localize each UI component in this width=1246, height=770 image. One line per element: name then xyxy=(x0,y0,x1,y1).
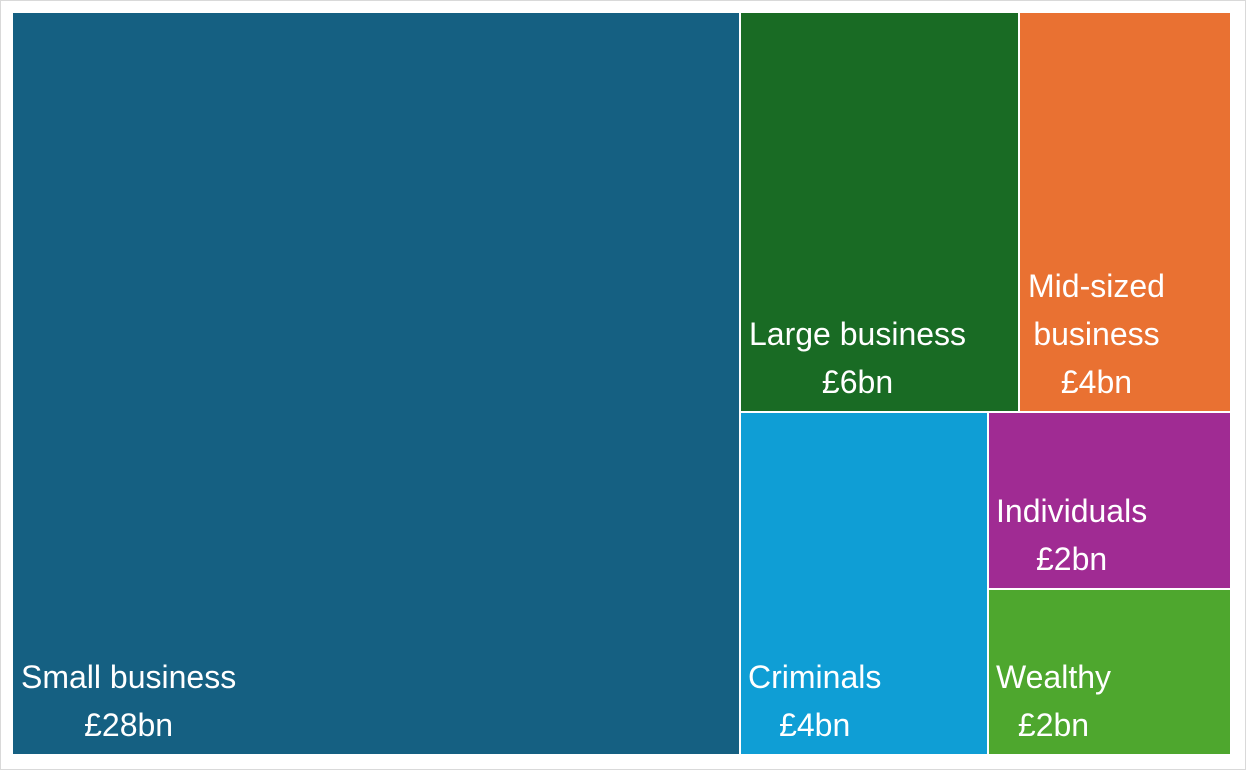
tile-individuals: Individuals £2bn xyxy=(989,413,1230,588)
tile-criminals: Criminals £4bn xyxy=(741,413,987,754)
tile-name-line-1: Mid-sized xyxy=(1028,268,1165,304)
tile-value: £6bn xyxy=(821,364,894,400)
tile-name: Large business xyxy=(749,316,967,352)
tile-small-business: Small business £28bn xyxy=(13,13,739,754)
tile-name: Wealthy xyxy=(996,659,1112,695)
tile-name: Individuals xyxy=(996,493,1148,529)
tile-value: £4bn xyxy=(1060,364,1133,400)
tile-label: Individuals £2bn xyxy=(996,487,1147,583)
tile-label: Mid-sized business £4bn xyxy=(1028,262,1165,406)
tile-value: £2bn xyxy=(1036,541,1108,577)
tile-name: Small business xyxy=(21,659,237,695)
tile-value: £4bn xyxy=(779,707,851,743)
tile-label: Large business £6bn xyxy=(749,310,966,406)
tile-value: £2bn xyxy=(1017,707,1090,743)
tile-wealthy: Wealthy £2bn xyxy=(989,590,1230,754)
tile-name: Criminals xyxy=(748,659,882,695)
tile-label: Small business £28bn xyxy=(21,653,236,749)
tile-label: Criminals £4bn xyxy=(748,653,881,749)
tile-name-line-2: business xyxy=(1033,316,1160,352)
tile-value: £28bn xyxy=(84,707,174,743)
tile-mid-sized-business: Mid-sized business £4bn xyxy=(1020,13,1230,411)
tile-label: Wealthy £2bn xyxy=(996,653,1111,749)
tile-large-business: Large business £6bn xyxy=(741,13,1018,411)
